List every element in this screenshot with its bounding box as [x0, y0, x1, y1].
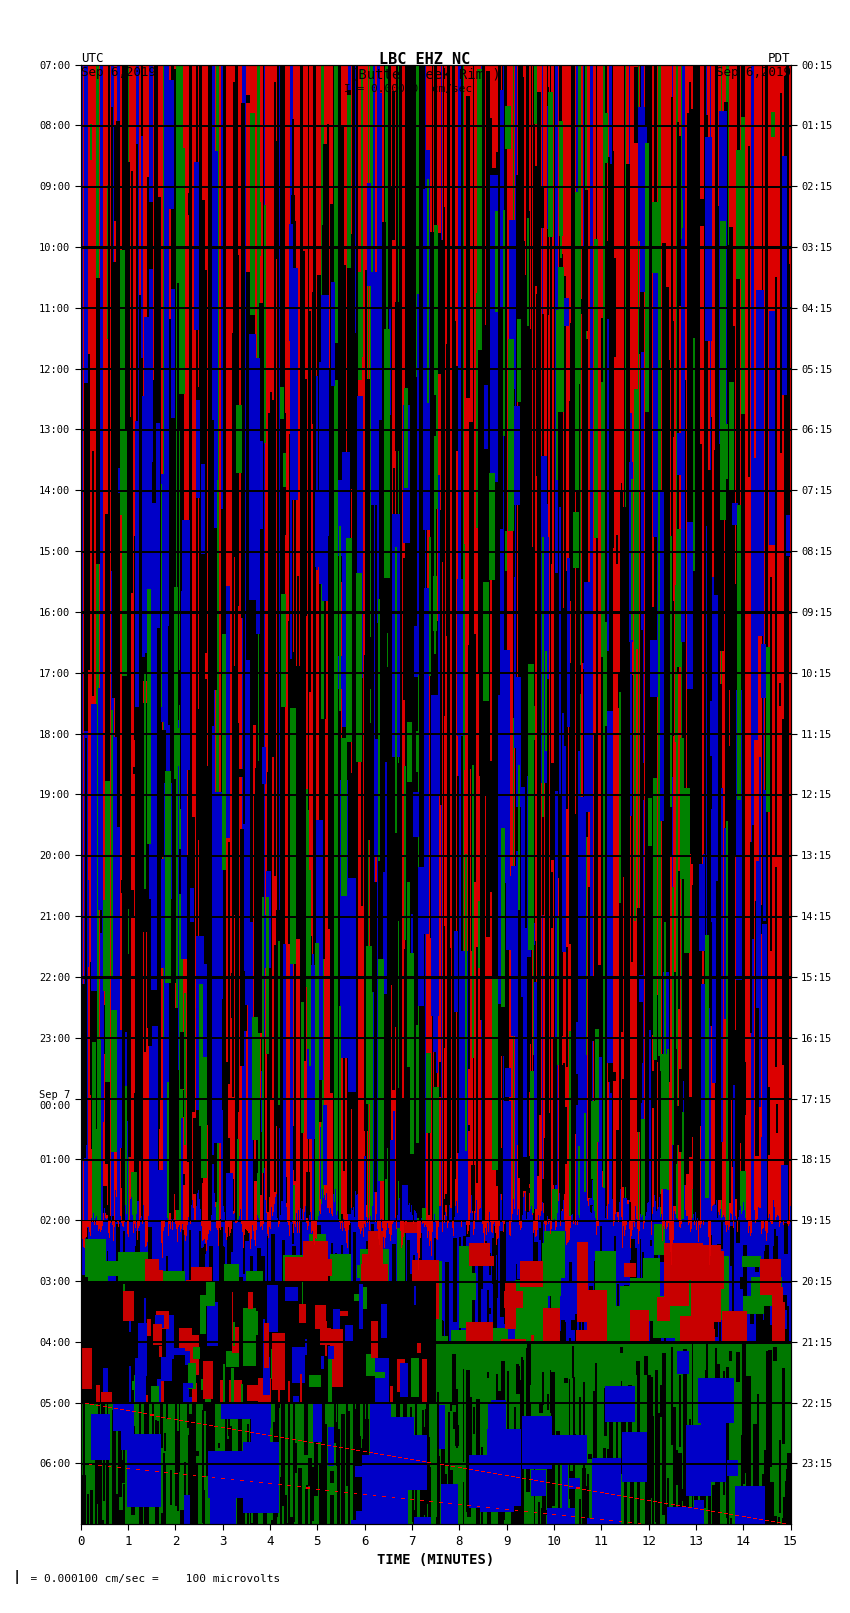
- X-axis label: TIME (MINUTES): TIME (MINUTES): [377, 1553, 494, 1568]
- Text: PDT: PDT: [768, 52, 790, 65]
- Text: (Butte Creek Rim ): (Butte Creek Rim ): [349, 68, 501, 82]
- Text: Sep 6,2019: Sep 6,2019: [81, 66, 156, 79]
- Text: Sep 6,2019: Sep 6,2019: [716, 66, 790, 79]
- Text: |: |: [13, 1569, 21, 1584]
- Text: LBC EHZ NC: LBC EHZ NC: [379, 52, 471, 66]
- Text: UTC: UTC: [81, 52, 103, 65]
- Text: = 0.000100 cm/sec =    100 microvolts: = 0.000100 cm/sec = 100 microvolts: [17, 1574, 280, 1584]
- Text: I = 0.000100 cm/sec: I = 0.000100 cm/sec: [344, 84, 472, 94]
